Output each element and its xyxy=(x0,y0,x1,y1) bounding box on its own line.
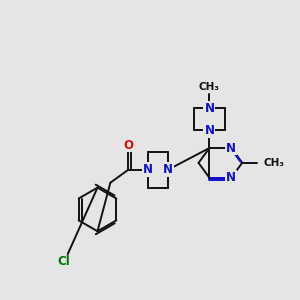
Text: N: N xyxy=(143,163,153,176)
Text: CH₃: CH₃ xyxy=(199,82,220,92)
Text: N: N xyxy=(226,142,236,154)
Text: O: O xyxy=(123,139,133,152)
Text: N: N xyxy=(226,171,236,184)
Text: Cl: Cl xyxy=(57,256,70,268)
Text: CH₃: CH₃ xyxy=(264,158,285,168)
Text: N: N xyxy=(204,102,214,115)
Text: N: N xyxy=(204,124,214,137)
Text: N: N xyxy=(163,163,173,176)
